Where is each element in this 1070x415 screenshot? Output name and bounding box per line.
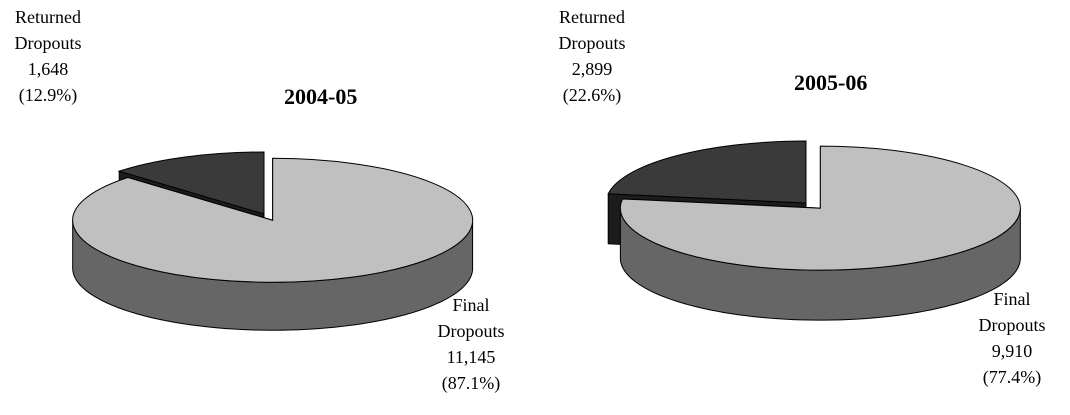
label-line: Final	[452, 295, 490, 315]
value-label: 1,648	[27, 59, 69, 79]
slice-label-returned-dropouts: Returned Dropouts 2,899 (22.6%)	[542, 4, 642, 108]
slice-label-final-dropouts: Final Dropouts 9,910 (77.4%)	[960, 286, 1064, 390]
label-line: Dropouts	[558, 33, 626, 53]
pie-slice-final-dropouts	[619, 145, 1021, 321]
value-label: 11,145	[446, 347, 496, 367]
label-line: Returned	[559, 7, 625, 27]
pie-chart-2004-05: 2004-05 Returned Dropouts 1,648 (12.9%) …	[0, 4, 526, 396]
chart-title: 2005-06	[794, 70, 868, 95]
slice-top	[72, 157, 474, 283]
percent-label: (87.1%)	[441, 373, 501, 393]
percent-label: (77.4%)	[982, 367, 1042, 387]
value-label: 2,899	[571, 59, 613, 79]
label-line: Dropouts	[978, 315, 1046, 335]
pie-chart-2005-06-svg	[607, 140, 1021, 321]
percent-label: (22.6%)	[562, 85, 622, 105]
slice-top	[117, 151, 265, 215]
label-line: Final	[993, 289, 1031, 309]
pie-chart-2004-05-svg	[72, 151, 474, 331]
value-label: 9,910	[991, 341, 1033, 361]
pie-chart-2005-06: 2005-06 Returned Dropouts 2,899 (22.6%) …	[540, 0, 1070, 415]
percent-label: (12.9%)	[18, 85, 78, 105]
label-line: Dropouts	[437, 321, 505, 341]
chart-title: 2004-05	[284, 84, 358, 109]
slice-top	[607, 140, 807, 204]
slice-label-final-dropouts: Final Dropouts 11,145 (87.1%)	[416, 292, 526, 396]
slice-top	[619, 145, 1021, 271]
pie-slice-final-dropouts	[72, 157, 474, 331]
slice-label-returned-dropouts: Returned Dropouts 1,648 (12.9%)	[0, 4, 96, 108]
label-line: Dropouts	[14, 33, 82, 53]
label-line: Returned	[15, 7, 81, 27]
